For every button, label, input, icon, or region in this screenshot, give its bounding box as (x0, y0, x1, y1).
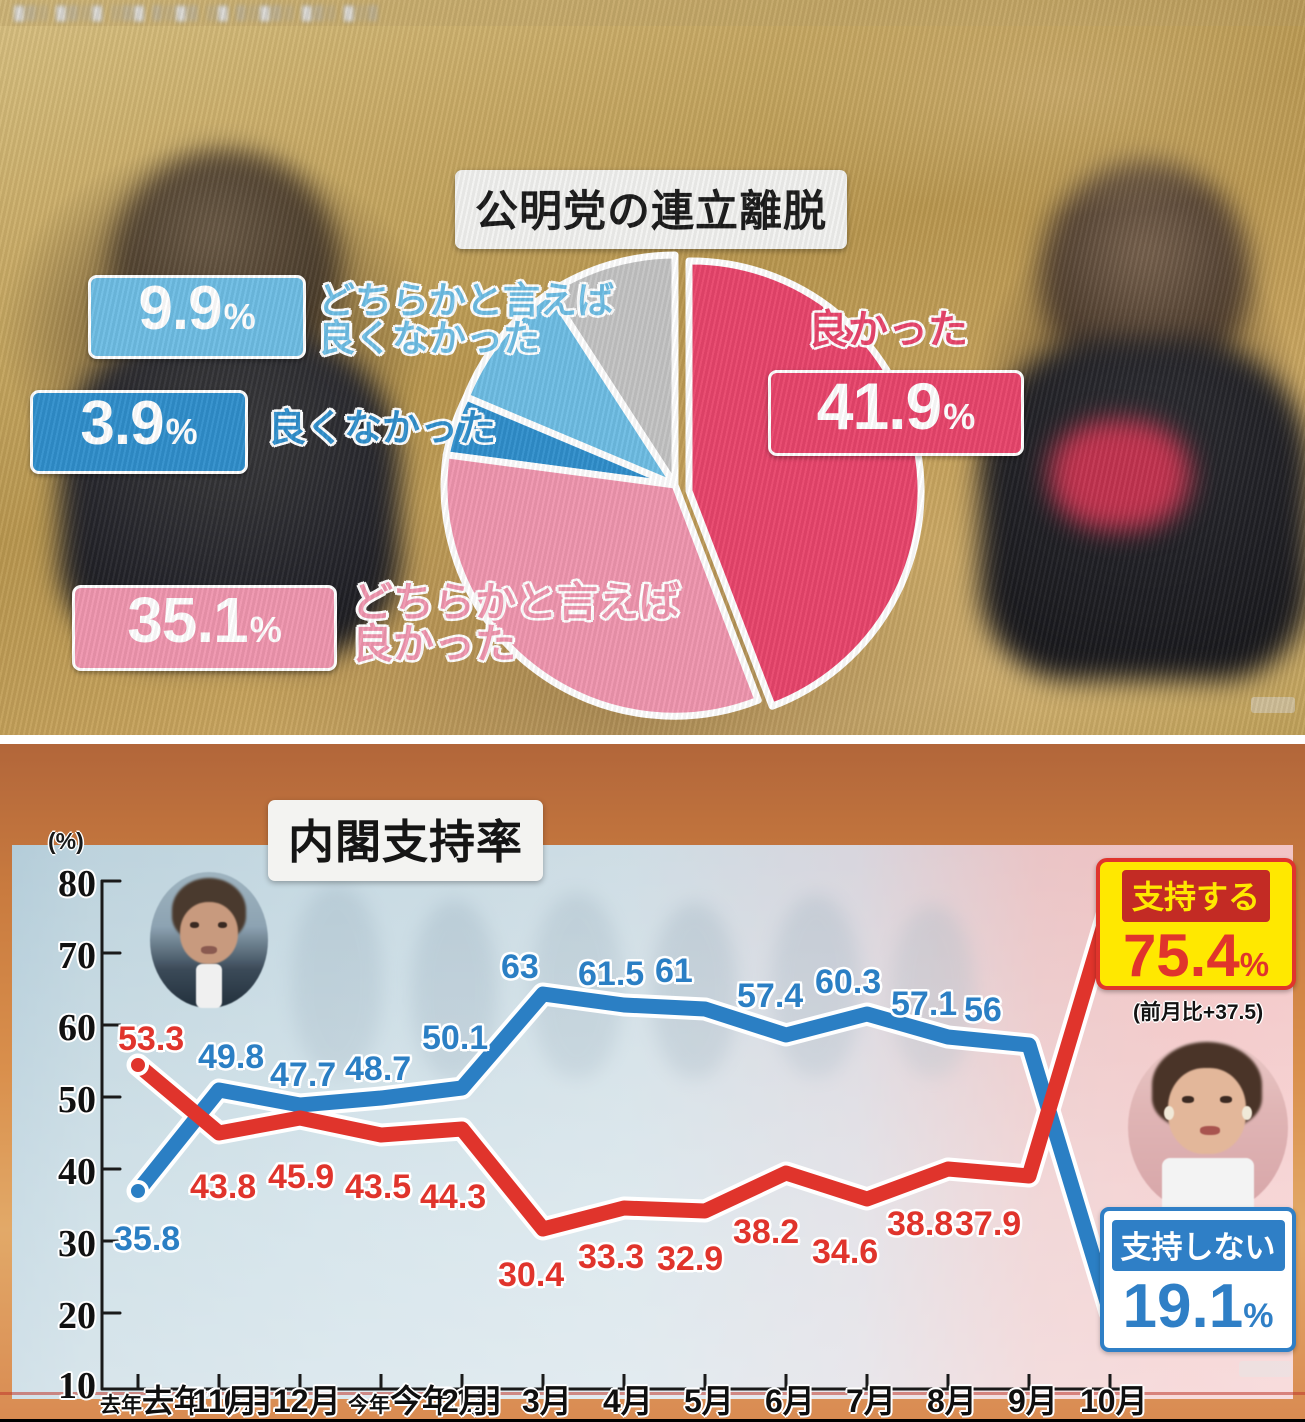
data-label-oppose-3: 48.7 (345, 1050, 412, 1088)
pie-slice-other (546, 251, 679, 489)
x-label-5: 3月 (522, 1383, 572, 1419)
data-label-oppose-0: 35.8 (114, 1220, 181, 1258)
x-label-10: 8月 (927, 1383, 977, 1419)
value-chip-rather-not-good: 9.9 % (88, 275, 306, 359)
label-not-good: 良くなかった (268, 408, 497, 450)
x-label-0-text: 去年10月 (142, 1383, 274, 1419)
x-label-6: 4月 (603, 1383, 653, 1419)
support-callout-value-wrap: 75.4% (1123, 926, 1269, 986)
line-chart-title: 内閣支持率 (268, 800, 543, 881)
oppose-start-marker (127, 1180, 149, 1202)
y-tick-50: 50 (58, 1079, 96, 1121)
data-label-support-7: 32.9 (657, 1240, 724, 1278)
y-tick-30: 30 (58, 1223, 96, 1265)
x-label-11: 9月 (1008, 1383, 1058, 1419)
support-callout-note: (前月比+37.5) (1132, 1001, 1264, 1024)
data-label-support-4: 44.3 (420, 1178, 487, 1216)
y-tick-70: 70 (58, 935, 96, 977)
news-ticker-bar: ▓▒░ ▓▒░▓ ░▒▓ ▒░▓▒ ░▓ ▒░▓▒░ ▓▒░ ▓░▒ (0, 0, 1305, 26)
pie-panel: ▓▒░ ▓▒░▓ ░▒▓ ▒░▓▒ ░▓ ▒░▓▒░ ▓▒░ ▓░▒ 公明党の連… (0, 0, 1305, 735)
x-label-3: 今年今年1月 (348, 1376, 504, 1422)
portrait-takaichi (1128, 1040, 1288, 1215)
data-label-oppose-1: 49.8 (198, 1038, 265, 1076)
value-rather-good: 35.1 (127, 584, 249, 656)
data-label-oppose-11: 56 (964, 991, 1002, 1029)
data-label-support-3: 43.5 (345, 1168, 412, 1206)
percent-sign: % (165, 411, 198, 452)
data-label-oppose-4: 50.1 (422, 1019, 489, 1057)
news-ticker-text: ▓▒░ ▓▒░▓ ░▒▓ ▒░▓▒ ░▓ ▒░▓▒░ ▓▒░ ▓░▒ (14, 4, 380, 20)
x-label-3-prefix: 今年 (348, 1394, 390, 1417)
value-not-good: 3.9 (80, 389, 164, 458)
oppose-callout-value-wrap: 19.1% (1123, 1276, 1274, 1338)
oppose-callout-value: 19.1 (1122, 1272, 1244, 1341)
channel-watermark (1251, 697, 1295, 713)
data-label-oppose-9: 60.3 (815, 963, 882, 1001)
x-label-9: 7月 (846, 1383, 896, 1419)
pie-slice-rather-good (440, 451, 762, 720)
percent-sign: % (943, 396, 976, 437)
oppose-callout: 支持しない 19.1% (1100, 1207, 1296, 1352)
data-label-oppose-10: 57.1 (891, 985, 958, 1023)
percent-sign: % (1243, 1297, 1274, 1335)
y-tick-80: 80 (58, 863, 96, 905)
data-label-oppose-8: 57.4 (737, 977, 804, 1015)
panel-divider (0, 735, 1305, 744)
percent-sign: % (1239, 946, 1270, 983)
data-label-support-5: 30.4 (498, 1256, 565, 1294)
pie-title: 公明党の連立離脱 (455, 170, 847, 249)
label-rather-good: どちらかと言えば 良かった (352, 579, 680, 667)
background-scarf (1050, 420, 1190, 530)
data-label-support-8: 38.2 (733, 1213, 800, 1251)
value-good: 41.9 (816, 369, 942, 443)
x-label-1: 11月 (192, 1383, 258, 1419)
channel-watermark-2 (1239, 1361, 1291, 1377)
data-label-support-0: 53.3 (118, 1020, 185, 1058)
portrait-ishiba (150, 872, 268, 1008)
label-good: 良かった (808, 308, 968, 352)
value-chip-rather-good: 35.1 % (72, 585, 337, 671)
oppose-line (130, 986, 1118, 1320)
x-label-8: 6月 (765, 1383, 815, 1419)
x-label-12: 10月 (1080, 1383, 1148, 1419)
oppose-callout-caption: 支持しない (1109, 1218, 1287, 1273)
data-label-oppose-2: 47.7 (270, 1056, 337, 1094)
support-callout: 支持する 75.4% (1096, 858, 1296, 990)
x-label-4: 2月 (441, 1383, 491, 1419)
data-label-support-2: 45.9 (268, 1158, 335, 1196)
data-label-oppose-6: 61.5 (578, 955, 645, 993)
value-chip-not-good: 3.9 % (30, 390, 248, 474)
support-callout-value: 75.4 (1122, 922, 1240, 989)
data-label-support-9: 34.6 (812, 1233, 879, 1271)
data-label-support-6: 33.3 (578, 1238, 645, 1276)
y-tick-20: 20 (58, 1295, 96, 1337)
support-line (130, 897, 1118, 1237)
y-tick-60: 60 (58, 1007, 96, 1049)
x-label-7: 5月 (684, 1383, 734, 1419)
x-label-3-text: 今年1月 (390, 1383, 504, 1419)
x-label-2: 12月 (273, 1383, 341, 1419)
data-label-support-10: 38.8 (887, 1205, 954, 1243)
support-start-marker (127, 1054, 149, 1076)
data-label-oppose-7: 61 (655, 952, 693, 990)
y-tick-10: 10 (58, 1365, 96, 1407)
value-chip-good: 41.9 % (768, 370, 1024, 456)
bottom-red-rule (0, 1392, 1305, 1395)
data-label-oppose-5: 63 (501, 948, 539, 986)
y-axis-unit: (%) (48, 828, 84, 854)
percent-sign: % (249, 609, 282, 650)
data-label-support-1: 43.8 (190, 1168, 257, 1206)
percent-sign: % (223, 296, 256, 337)
support-callout-caption: 支持する (1119, 868, 1272, 924)
x-axis-labels: 去年去年10月 11月 12月 今年今年1月 2月 3月 4月 5月 6月 7月… (0, 1372, 1305, 1419)
value-rather-not-good: 9.9 (138, 274, 222, 343)
data-label-support-11: 37.9 (955, 1205, 1022, 1243)
x-label-0-prefix: 去年 (100, 1394, 142, 1417)
y-tick-40: 40 (58, 1151, 96, 1193)
pie-slice-rather-not-good (462, 288, 679, 489)
x-label-0: 去年去年10月 (100, 1376, 274, 1422)
label-rather-not-good: どちらかと言えば 良くなかった (318, 280, 614, 359)
